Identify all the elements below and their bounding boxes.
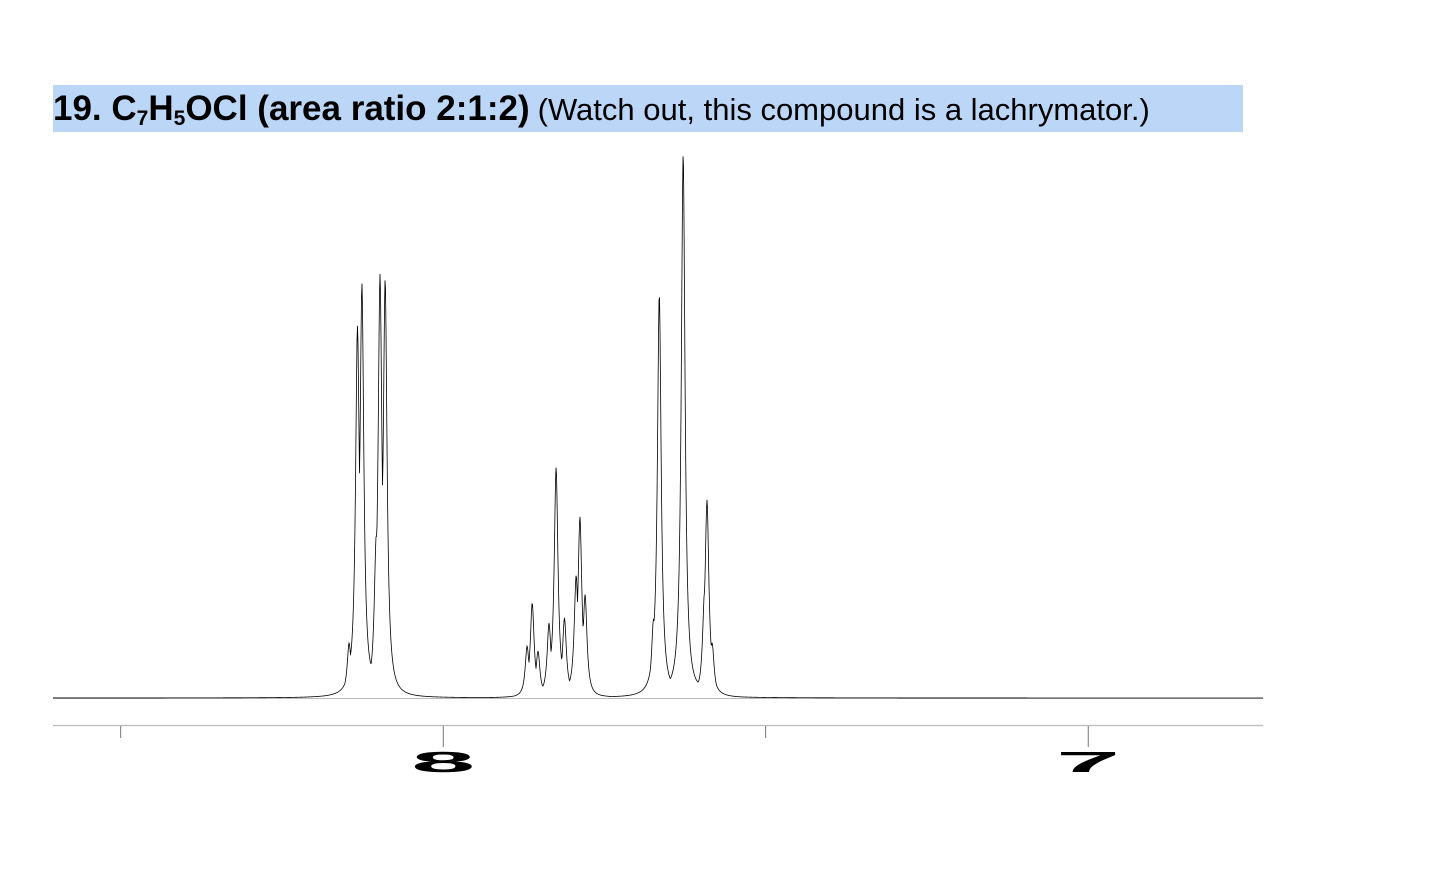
problem-number: 19. xyxy=(53,89,102,128)
formula-c-count: 7 xyxy=(136,107,149,130)
tick-label-7: 7 xyxy=(1056,746,1120,778)
spectrum-line xyxy=(53,156,1263,699)
area-ratio: (area ratio 2:1:2) xyxy=(257,89,530,128)
chart-title: 19. C7H5OCl (area ratio 2:1:2) (Watch out… xyxy=(53,85,1243,132)
formula-h: H xyxy=(148,89,174,128)
formula-ocl: OCl xyxy=(185,89,248,128)
title-note: (Watch out, this compound is a lachrymat… xyxy=(537,92,1150,127)
formula-c: C xyxy=(111,89,137,128)
title-formula: 19. C7H5OCl (area ratio 2:1:2) xyxy=(53,89,530,130)
tick-label-8: 8 xyxy=(411,746,475,778)
formula-h-count: 5 xyxy=(173,107,186,130)
